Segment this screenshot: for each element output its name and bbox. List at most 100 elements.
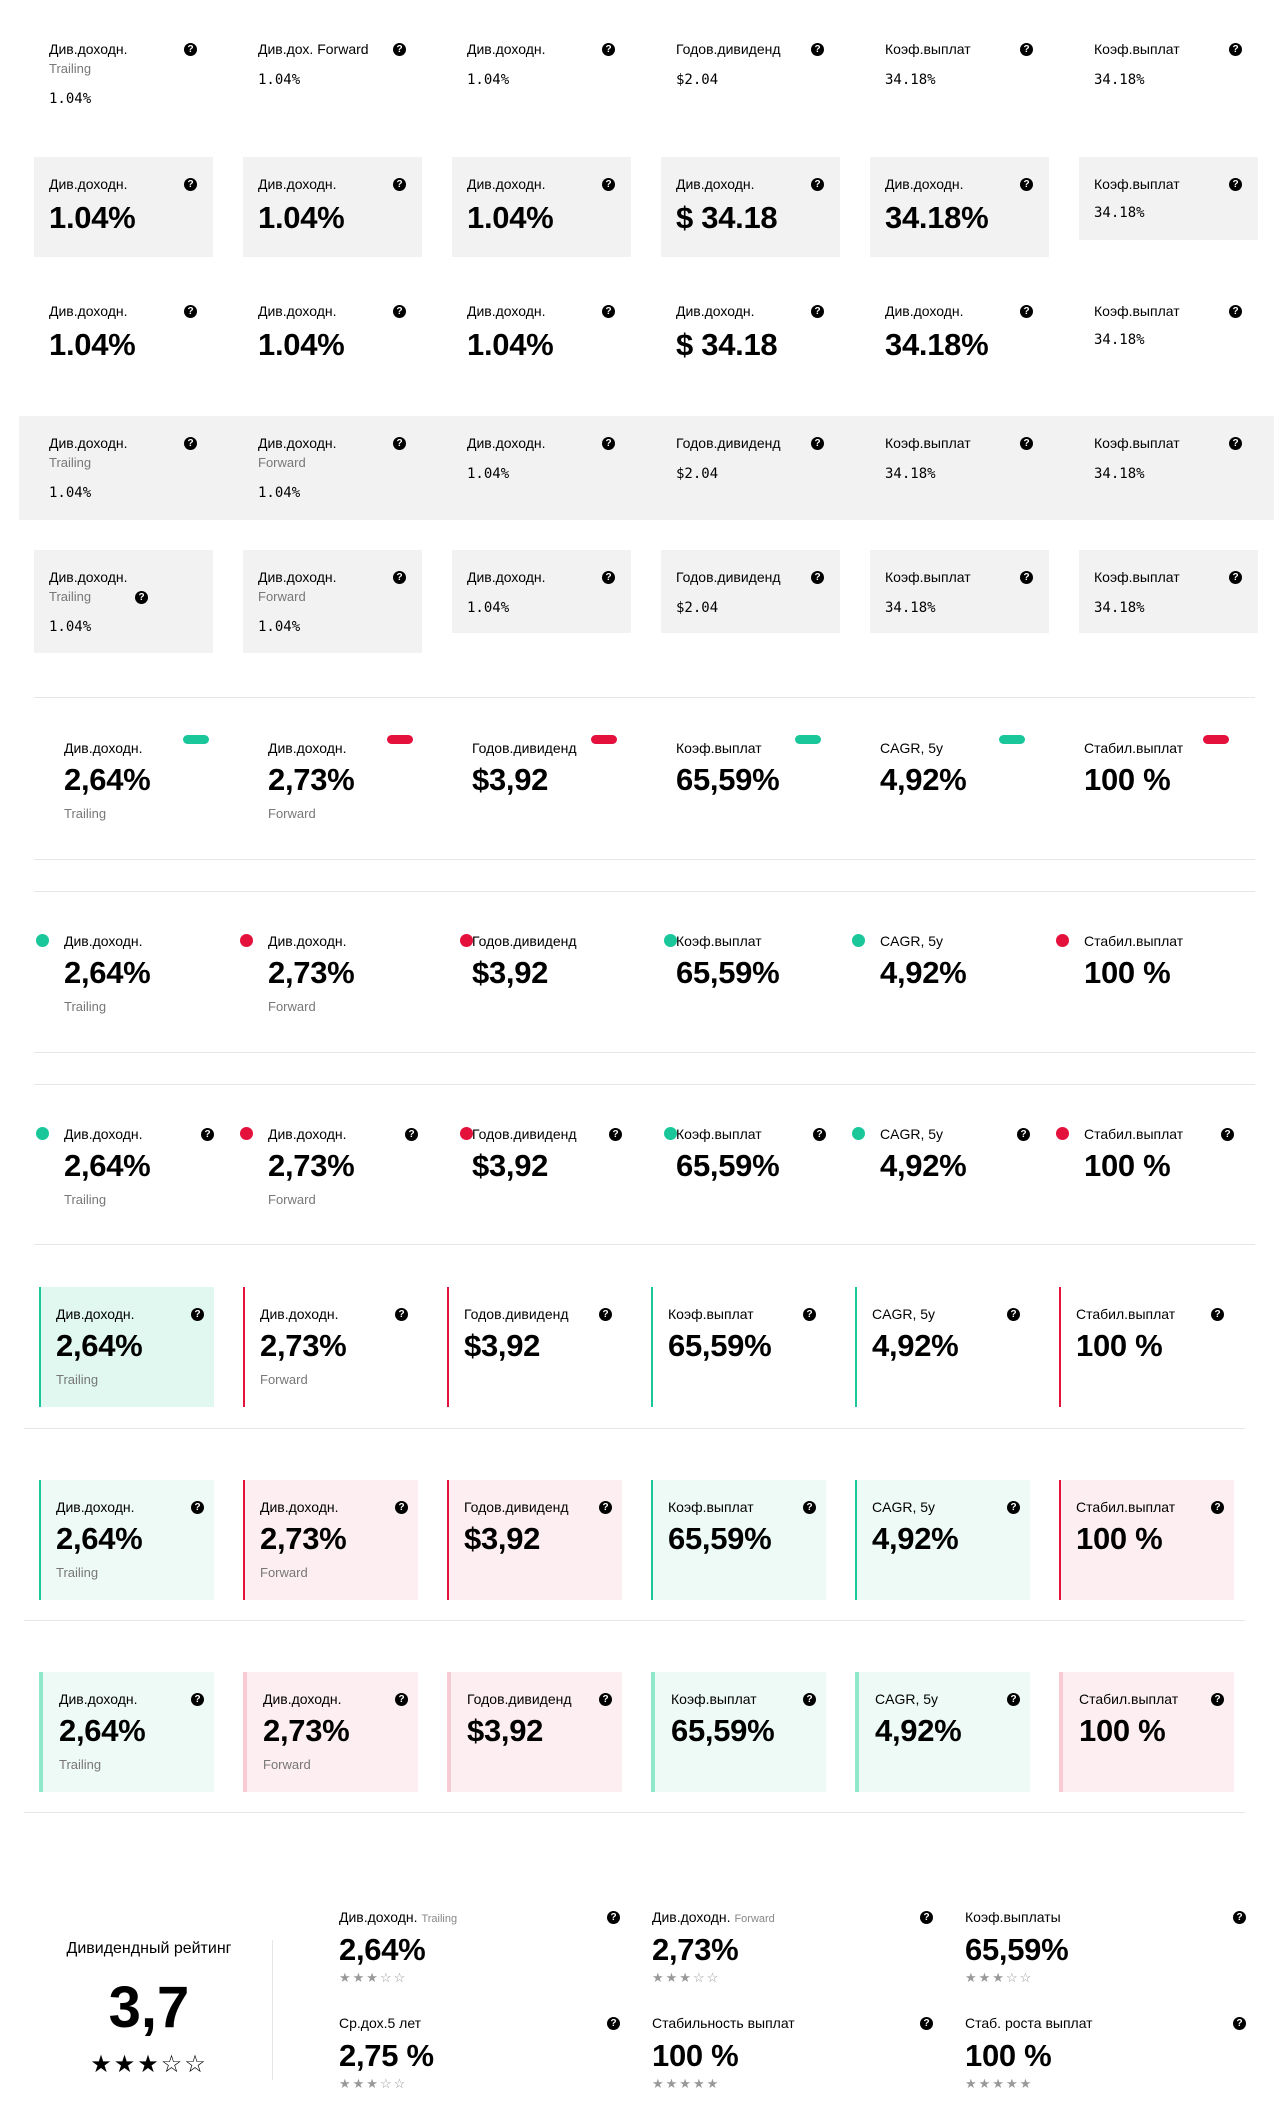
metric-sublabel: Trailing (64, 999, 107, 1014)
metric-widget: Див.доходн. 2,73% Forward (240, 932, 458, 1032)
help-icon[interactable]: ? (811, 178, 824, 191)
help-icon[interactable]: ? (803, 1308, 816, 1321)
help-icon[interactable]: ? (1229, 43, 1242, 56)
help-icon[interactable]: ? (395, 1693, 408, 1706)
help-icon[interactable]: ? (602, 571, 615, 584)
help-icon[interactable]: ? (191, 1501, 204, 1514)
help-icon[interactable]: ? (599, 1501, 612, 1514)
help-icon[interactable]: ? (135, 591, 148, 604)
help-icon[interactable]: ? (184, 43, 197, 56)
help-icon[interactable]: ? (607, 2017, 620, 2030)
accent-bar-green (39, 1480, 41, 1600)
help-icon[interactable]: ? (1229, 571, 1242, 584)
help-icon[interactable]: ? (1211, 1308, 1224, 1321)
help-icon[interactable]: ? (393, 571, 406, 584)
metric-label: Коэф.выплат (668, 1306, 754, 1322)
help-icon[interactable]: ? (1233, 1911, 1246, 1924)
metric-value: $3,92 (472, 1148, 549, 1183)
help-icon[interactable]: ? (599, 1693, 612, 1706)
help-icon[interactable]: ? (201, 1128, 214, 1141)
metric-label: CAGR, 5y (872, 1306, 936, 1322)
widget-label: Коэф.выплат (885, 569, 971, 585)
rating-metric-value: 100 % (965, 2038, 1052, 2073)
help-icon[interactable]: ? (395, 1501, 408, 1514)
help-icon[interactable]: ? (191, 1693, 204, 1706)
dividend-widget: Див.доходн.? 1.04% (467, 434, 646, 504)
help-icon[interactable]: ? (607, 1911, 620, 1924)
dividend-widget: Див.доходн.? $ 34.18 (676, 302, 855, 382)
help-icon[interactable]: ? (609, 1128, 622, 1141)
rating-metric-value: 65,59% (965, 1932, 1069, 1967)
widget-label: Див.доходн. (467, 303, 546, 319)
help-icon[interactable]: ? (1007, 1693, 1020, 1706)
help-icon[interactable]: ? (1007, 1308, 1020, 1321)
metric-label: Див.доходн. (56, 1306, 135, 1322)
metric-value: 2,64% (64, 1148, 151, 1183)
help-icon[interactable]: ? (184, 178, 197, 191)
help-icon[interactable]: ? (1229, 178, 1242, 191)
metric-label: Див.доходн. (64, 740, 143, 756)
help-icon[interactable]: ? (1229, 437, 1242, 450)
metric-card: CAGR, 5y 4,92%? (855, 1480, 1030, 1600)
help-icon[interactable]: ? (393, 43, 406, 56)
help-icon[interactable]: ? (1233, 2017, 1246, 2030)
rating-metric: Стаб. роста выплат? 100 % ★★★★★ (965, 2014, 1255, 2114)
help-icon[interactable]: ? (1211, 1693, 1224, 1706)
help-icon[interactable]: ? (1020, 305, 1033, 318)
help-icon[interactable]: ? (395, 1308, 408, 1321)
help-icon[interactable]: ? (393, 437, 406, 450)
help-icon[interactable]: ? (393, 305, 406, 318)
metric-value: $3,92 (464, 1521, 541, 1556)
widget-value: $ 34.18 (676, 200, 778, 235)
widget-value: 1.04% (258, 485, 301, 501)
help-icon[interactable]: ? (602, 305, 615, 318)
status-dot-red (1056, 1127, 1069, 1140)
help-icon[interactable]: ? (1211, 1501, 1224, 1514)
help-icon[interactable]: ? (393, 178, 406, 191)
help-icon[interactable]: ? (1017, 1128, 1030, 1141)
metric-sublabel: Trailing (64, 806, 107, 821)
help-icon[interactable]: ? (602, 437, 615, 450)
help-icon[interactable]: ? (1020, 178, 1033, 191)
help-icon[interactable]: ? (811, 571, 824, 584)
metric-value: 4,92% (875, 1713, 962, 1748)
help-icon[interactable]: ? (184, 437, 197, 450)
help-icon[interactable]: ? (599, 1308, 612, 1321)
metric-content: Коэф.выплат 65,59%? (668, 1305, 818, 1400)
widget-label: Див.доходн. (258, 176, 337, 192)
metric-label: Див.доходн. (260, 1499, 339, 1515)
widget-value: 1.04% (258, 72, 301, 88)
widget-label: Коэф.выплат (1094, 435, 1180, 451)
help-icon[interactable]: ? (405, 1128, 418, 1141)
help-icon[interactable]: ? (1229, 305, 1242, 318)
rating-metric-label: Ср.дох.5 лет (339, 2014, 421, 2032)
dividend-widget-box: Годов.дивиденд $2.04? (661, 550, 840, 633)
metric-content: Див.доходн. 2,64% Trailing? (56, 1498, 206, 1593)
help-icon[interactable]: ? (602, 43, 615, 56)
widget-value: 34.18% (885, 200, 989, 235)
help-icon[interactable]: ? (1020, 437, 1033, 450)
help-icon[interactable]: ? (813, 1128, 826, 1141)
help-icon[interactable]: ? (1221, 1128, 1234, 1141)
help-icon[interactable]: ? (803, 1693, 816, 1706)
help-icon[interactable]: ? (811, 43, 824, 56)
rating-metric-tag: Forward (734, 1913, 775, 1925)
rating-metric-stars: ★★★★★ (652, 2076, 721, 2091)
help-icon[interactable]: ? (602, 178, 615, 191)
help-icon[interactable]: ? (811, 305, 824, 318)
metric-value: 2,64% (56, 1328, 143, 1363)
help-icon[interactable]: ? (1020, 43, 1033, 56)
help-icon[interactable]: ? (1007, 1501, 1020, 1514)
help-icon[interactable]: ? (811, 437, 824, 450)
help-icon[interactable]: ? (803, 1501, 816, 1514)
help-icon[interactable]: ? (1020, 571, 1033, 584)
widget-content: Коэф.выплат 34.18%? (885, 568, 1064, 638)
rating-metric: Стабильность выплат? 100 % ★★★★★ (652, 2014, 942, 2114)
widget-label: Див.дох. Forward (258, 41, 369, 57)
widget-label: Коэф.выплат (1094, 176, 1180, 192)
help-icon[interactable]: ? (191, 1308, 204, 1321)
help-icon[interactable]: ? (920, 2017, 933, 2030)
accent-bar-green (855, 1287, 857, 1407)
help-icon[interactable]: ? (184, 305, 197, 318)
help-icon[interactable]: ? (920, 1911, 933, 1924)
